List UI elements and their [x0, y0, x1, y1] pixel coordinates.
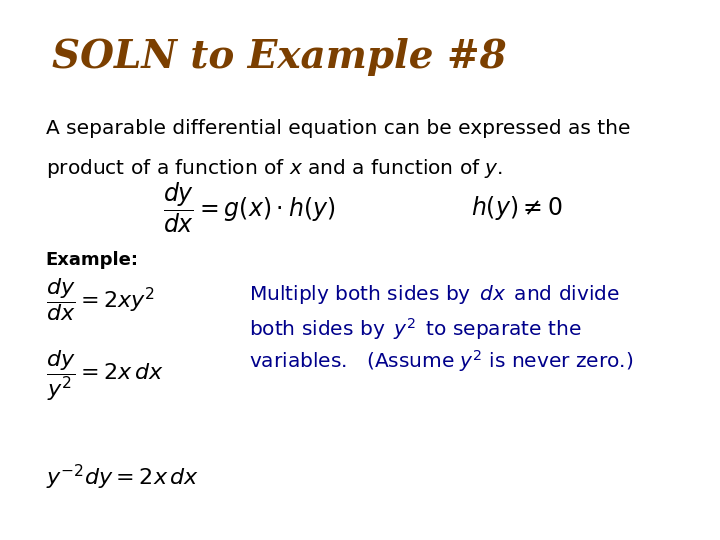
Text: $h\left(y\right) \neq 0$: $h\left(y\right) \neq 0$	[471, 194, 563, 222]
Text: $\dfrac{dy}{y^2} = 2x\, dx$: $\dfrac{dy}{y^2} = 2x\, dx$	[46, 348, 163, 403]
Text: $\dfrac{dy}{dx} = g\left(x\right) \cdot h\left(y\right)$: $\dfrac{dy}{dx} = g\left(x\right) \cdot …	[163, 181, 335, 235]
Text: SOLN to Example #8: SOLN to Example #8	[53, 38, 507, 76]
Text: $y^{-2}dy = 2x\, dx$: $y^{-2}dy = 2x\, dx$	[46, 463, 199, 492]
Text: Example:: Example:	[46, 251, 139, 269]
Text: Multiply both sides by $\,dx\,$ and divide: Multiply both sides by $\,dx\,$ and divi…	[248, 284, 620, 307]
Text: variables.   (Assume $y^2$ is never zero.): variables. (Assume $y^2$ is never zero.)	[248, 348, 633, 374]
Text: product of a function of $x$ and a function of $y$.: product of a function of $x$ and a funct…	[46, 157, 503, 180]
Text: both sides by $\,y^2\,$ to separate the: both sides by $\,y^2\,$ to separate the	[248, 316, 581, 342]
Text: $\dfrac{dy}{dx} = 2xy^2$: $\dfrac{dy}{dx} = 2xy^2$	[46, 276, 155, 323]
Text: A separable differential equation can be expressed as the: A separable differential equation can be…	[46, 119, 630, 138]
